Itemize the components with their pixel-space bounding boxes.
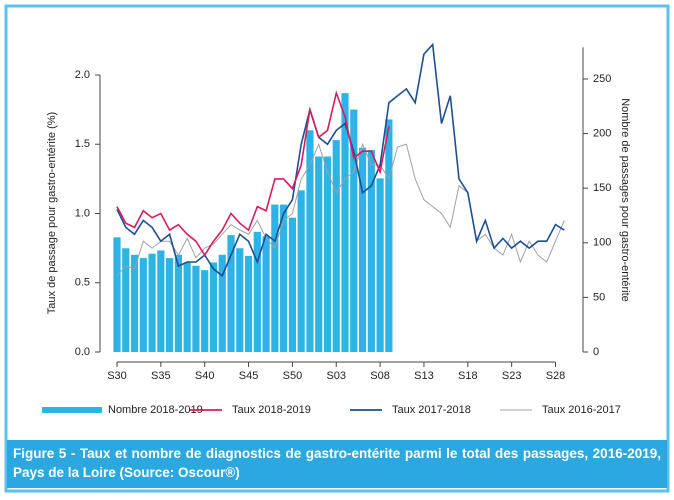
y2-tick-label: 100 [593, 237, 611, 249]
x-tick-label: S03 [326, 370, 346, 382]
x-tick-label: S08 [370, 370, 390, 382]
x-tick-label: S13 [414, 370, 434, 382]
y2-tick-label: 200 [593, 127, 611, 139]
bar [385, 119, 393, 352]
y2-tick-label: 50 [593, 291, 605, 303]
x-tick-label: S23 [502, 370, 522, 382]
bar [323, 156, 332, 352]
bar [341, 93, 349, 352]
line [116, 90, 390, 257]
line [116, 142, 565, 277]
bar [332, 140, 340, 352]
bar [227, 235, 235, 352]
x-tick-label: S18 [458, 370, 478, 382]
x-tick-label: S45 [239, 370, 259, 382]
bar [166, 258, 174, 352]
y2-axis-title: Nombre de passages pour gastro-entérite [619, 98, 631, 302]
legend-label: Taux 2018-2019 [232, 404, 311, 416]
x-tick-label: S30 [107, 370, 127, 382]
y-tick-label: 1.5 [75, 138, 90, 150]
legend-swatch [42, 407, 102, 413]
bar [262, 236, 270, 352]
bar [376, 178, 384, 352]
y-tick-label: 0.5 [75, 277, 90, 289]
bar [350, 109, 358, 352]
bar [271, 204, 279, 352]
bar [297, 190, 305, 352]
bar [218, 254, 226, 352]
y2-tick-label: 250 [593, 73, 611, 85]
bar [113, 237, 121, 352]
bar [306, 130, 314, 352]
legend-label: Taux 2017-2018 [392, 404, 471, 416]
bar [358, 147, 367, 352]
y-tick-label: 2.0 [75, 69, 90, 81]
bar [244, 255, 253, 352]
bar [157, 250, 165, 352]
bar [315, 156, 323, 352]
bar [236, 248, 244, 352]
line [116, 42, 565, 278]
y-tick-label: 1.0 [75, 207, 90, 219]
caption: Figure 5 - Taux et nombre de diagnostics… [7, 440, 667, 488]
y-axis-title: Taux de passage pour gastro-entérite (%) [46, 112, 58, 314]
x-tick-label: S50 [283, 370, 303, 382]
y2-tick-label: 0 [593, 346, 599, 358]
bar [201, 270, 209, 352]
x-tick-label: S40 [195, 370, 215, 382]
bar [122, 248, 130, 352]
bar [288, 217, 296, 352]
bar [139, 258, 147, 352]
y2-tick-label: 150 [593, 182, 611, 194]
frame [4, 4, 670, 493]
bar [130, 254, 139, 352]
bar [148, 253, 156, 352]
x-tick-label: S28 [546, 370, 566, 382]
bar [253, 231, 261, 352]
bar [367, 149, 375, 352]
legend-label: Nombre 2018-2019 [108, 404, 203, 416]
legend-label: Taux 2016-2017 [542, 404, 621, 416]
bar [209, 262, 218, 352]
bar [174, 254, 182, 352]
bar [192, 265, 200, 352]
x-tick-label: S35 [151, 370, 171, 382]
bar [280, 204, 288, 352]
y-tick-label: 0.0 [75, 346, 90, 358]
bar [183, 262, 191, 352]
